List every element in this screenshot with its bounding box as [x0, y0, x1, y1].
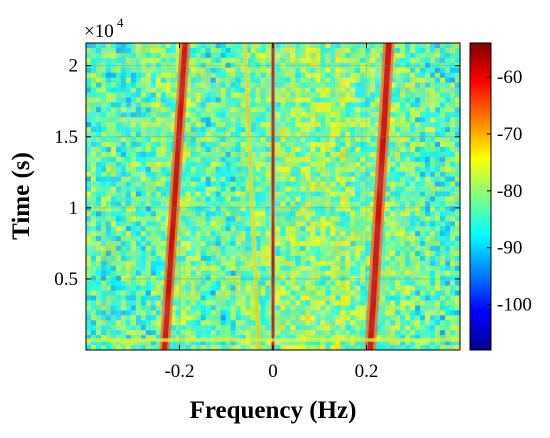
grid-lines [86, 43, 460, 350]
x-tick-label: -0.2 [164, 361, 194, 382]
y-tick-label: 1.5 [54, 127, 78, 148]
plot-area [85, 42, 461, 351]
y-axis: 0.5 1 1.5 2 [54, 56, 460, 290]
colorbar-tick-label: -70 [497, 124, 522, 145]
colorbar-tick-label: -100 [497, 295, 532, 316]
y-tick-label: 2 [69, 56, 79, 77]
x-axis-label: Frequency (Hz) [190, 397, 357, 424]
y-axis-label: Time (s) [8, 152, 35, 240]
colorbar-tick-label: -80 [497, 181, 522, 202]
y-multiplier-exponent: 4 [117, 15, 124, 30]
x-tick-label: 0.2 [355, 361, 379, 382]
colorbar-tick-label: -90 [497, 238, 522, 259]
colorbar-gradient [469, 42, 492, 351]
colorbar-ticks: -60 -70 -80 -90 -100 [487, 67, 532, 316]
y-tick-label: 0.5 [54, 269, 78, 290]
colorbar-tick-label: -60 [497, 67, 522, 88]
x-tick-label: 0 [268, 361, 278, 382]
noise-overlay [86, 43, 460, 350]
y-multiplier-base: ×10 [84, 21, 114, 42]
y-multiplier: ×10 4 [84, 15, 124, 42]
y-tick-label: 1 [69, 198, 79, 219]
colorbar: -60 -70 -80 -90 -100 [469, 42, 532, 351]
x-axis: -0.2 0 0.2 [164, 43, 378, 382]
